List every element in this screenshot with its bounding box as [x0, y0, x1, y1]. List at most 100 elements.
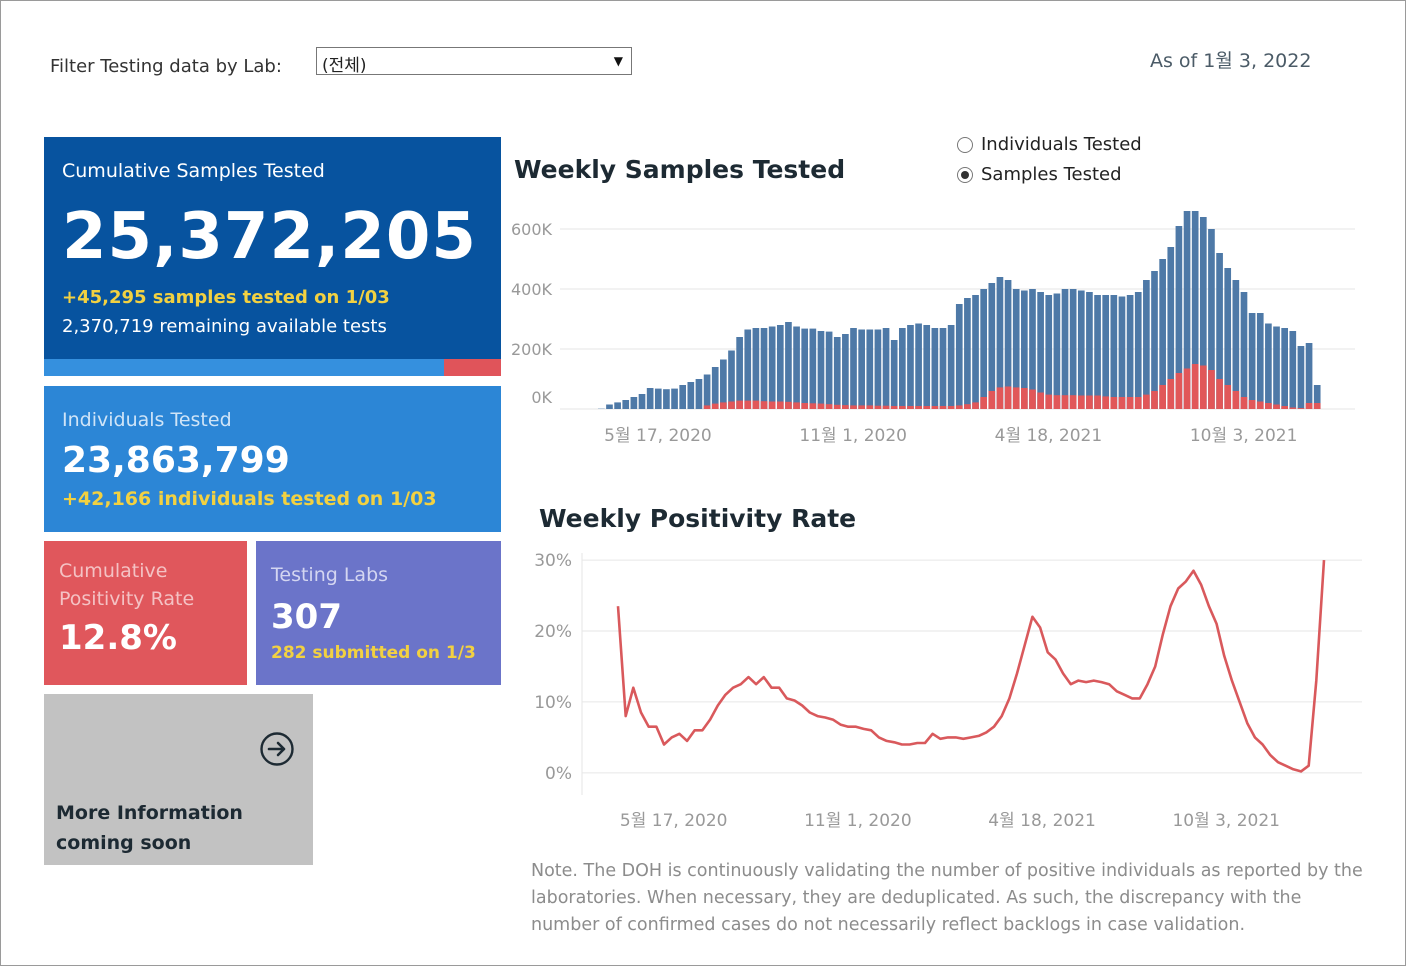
testing-labs-title: Testing Labs: [271, 564, 389, 586]
x-tick-label: 5월 17, 2020: [620, 811, 728, 831]
remaining-tests: 2,370,719 remaining available tests: [62, 316, 387, 337]
bar-positives: [1159, 385, 1166, 409]
bar-samples: [1004, 280, 1012, 409]
bar-samples: [720, 359, 727, 409]
bar-positives: [768, 401, 776, 409]
bar-samples: [931, 328, 939, 409]
x-tick-label: 11월 1, 2020: [799, 426, 907, 446]
bar-samples: [1281, 328, 1288, 409]
bar-positives: [1037, 392, 1044, 409]
positivity-line: [616, 560, 1326, 773]
bar-positives: [1118, 397, 1126, 409]
bar-positives: [825, 404, 833, 409]
bar-samples: [760, 328, 768, 409]
bar-samples: [646, 388, 654, 409]
bar-samples: [923, 325, 931, 409]
y-tick-label: 0K: [531, 388, 552, 407]
bar-positives: [728, 401, 735, 409]
bar-samples: [728, 350, 735, 409]
footnote: Note. The DOH is continuously validating…: [531, 861, 1363, 935]
radio-selected-icon[interactable]: [957, 166, 973, 183]
bar-samples: [947, 325, 955, 409]
bar-samples: [1118, 296, 1126, 409]
radio-samples-tested[interactable]: Samples Tested: [957, 164, 1122, 185]
arrow-circle-right-icon[interactable]: [260, 732, 294, 766]
bar-samples: [842, 334, 849, 409]
bar-positives: [1281, 406, 1288, 409]
bar-positives: [1199, 365, 1207, 409]
x-tick-label: 10월 3, 2021: [1172, 811, 1280, 831]
dropdown-arrow-icon[interactable]: ▼: [613, 54, 623, 68]
bar-positives: [907, 406, 914, 409]
bar-samples: [825, 331, 833, 409]
bar-samples: [866, 329, 874, 409]
bar-samples: [890, 340, 898, 409]
bar-samples: [1183, 211, 1191, 409]
individuals-tested-title: Individuals Tested: [62, 409, 232, 431]
x-tick-label: 5월 17, 2020: [604, 426, 712, 446]
bar-positives: [1061, 395, 1069, 409]
bar-positives: [915, 406, 922, 409]
cumulative-samples-title: Cumulative Samples Tested: [62, 160, 325, 182]
y-tick-label: 20%: [534, 622, 572, 642]
bar-positives: [850, 405, 857, 409]
bar-samples: [988, 283, 996, 409]
bar-positives: [1126, 397, 1134, 409]
bar-positives: [898, 406, 906, 409]
testing-labs-card: [256, 541, 501, 685]
bar-positives: [720, 402, 727, 409]
bar-positives: [1086, 395, 1093, 409]
filter-label: Filter Testing data by Lab:: [50, 56, 282, 77]
more-info-card[interactable]: [44, 694, 313, 865]
bar-samples: [964, 298, 971, 409]
bar-positives: [1248, 400, 1256, 409]
bar-samples: [1191, 211, 1199, 409]
bar-positives: [1110, 397, 1118, 409]
individuals-tested-card: [44, 386, 501, 532]
bar-positives: [1208, 370, 1215, 409]
cumulative-samples-value: 25,372,205: [62, 200, 477, 274]
bar-samples: [1012, 289, 1020, 409]
radio-label-samples: Samples Tested: [981, 164, 1122, 185]
bar-positives: [947, 406, 955, 409]
radio-individuals-tested[interactable]: Individuals Tested: [957, 134, 1142, 155]
bar-positives: [939, 406, 947, 409]
bar-samples: [663, 389, 670, 409]
bar-samples: [939, 328, 947, 409]
bar-positives: [923, 406, 931, 409]
bar-samples: [1102, 295, 1110, 409]
bar-samples: [801, 328, 809, 409]
bar-positives: [1021, 388, 1028, 409]
bar-positives: [1240, 397, 1248, 409]
y-tick-label: 0%: [545, 764, 572, 784]
bar-samples: [736, 337, 743, 409]
bar-positives: [1045, 394, 1053, 409]
y-tick-label: 200K: [511, 340, 553, 359]
radio-unselected-icon[interactable]: [957, 136, 973, 153]
bar-samples: [1151, 271, 1158, 409]
bar-positives: [1053, 395, 1061, 409]
more-info-label: More Information coming soon: [56, 802, 243, 854]
bar-positives: [1102, 396, 1110, 409]
x-tick-label: 4월 18, 2021: [995, 426, 1103, 446]
bar-samples: [638, 394, 646, 409]
bar-samples: [793, 326, 800, 409]
bar-samples: [1273, 326, 1280, 409]
bar-samples: [744, 329, 752, 409]
lab-filter-value: (전체): [322, 56, 367, 76]
lab-filter-select[interactable]: (전체) ▼: [316, 47, 632, 76]
bar-positives: [785, 401, 792, 409]
bar-samples: [955, 304, 963, 409]
bar-positives: [931, 406, 939, 409]
bar-positives: [801, 403, 809, 409]
weekly-samples-chart: 0K 200K 400K 600K 5월 17, 2020 11월 1, 2020 4월 1…: [511, 211, 1355, 446]
bar-samples: [1037, 292, 1044, 409]
bar-samples: [785, 322, 792, 409]
positivity-rate-card: [44, 541, 247, 685]
positivity-rate-title: Cumulative Positivity Rate: [59, 560, 195, 610]
bar-samples: [1126, 295, 1134, 409]
weekly-samples-title: Weekly Samples Tested: [514, 155, 846, 184]
capacity-remaining-bar: [444, 359, 501, 376]
bar-positives: [817, 403, 825, 409]
bar-positives: [1151, 391, 1158, 409]
